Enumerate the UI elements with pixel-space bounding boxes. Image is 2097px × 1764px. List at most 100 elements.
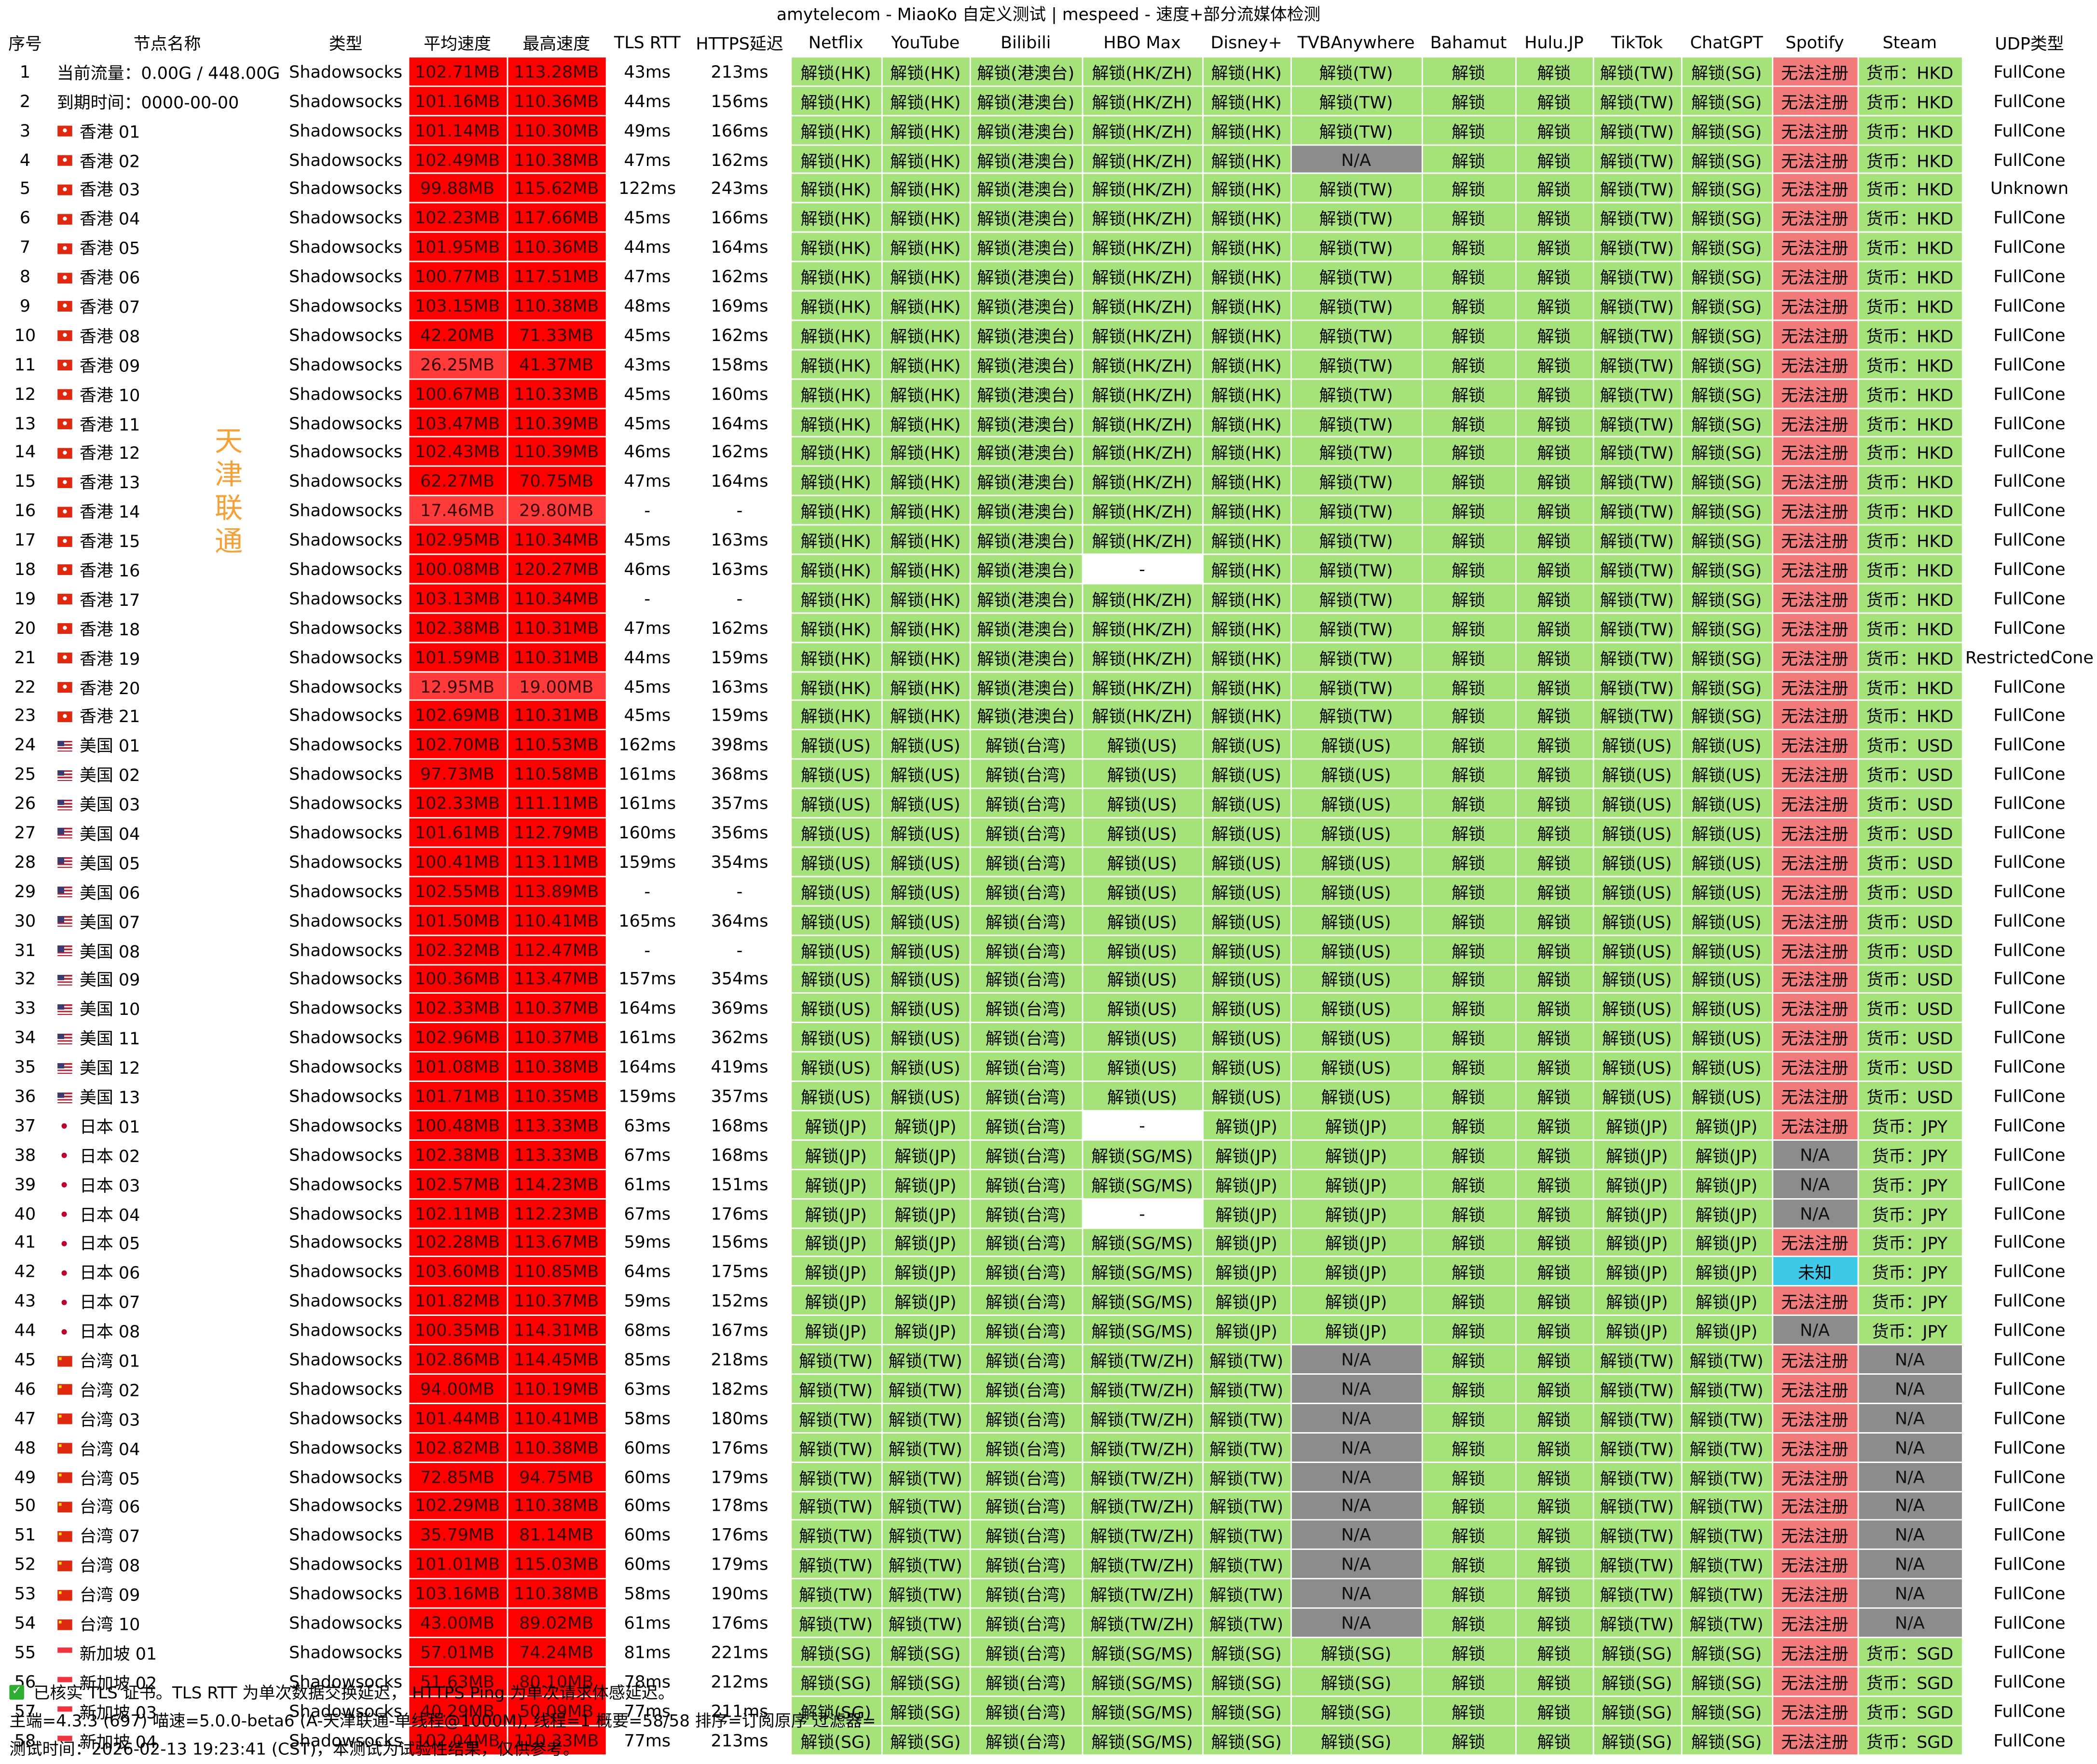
cell-udp: FullCone [1961, 1228, 2097, 1258]
cell-name: 日本 07 [51, 1286, 285, 1316]
report-footer: ✓ 已核实 TLS 证书。TLS RTT 为单次数据交换延迟， HTTPS Pin… [0, 1680, 2097, 1764]
cell-chatgpt: 解锁(TW) [1681, 1549, 1773, 1580]
cell-tiktok: 解锁(TW) [1592, 1579, 1682, 1609]
flag-tw-icon [56, 1355, 72, 1366]
cell-tiktok: 解锁(JP) [1592, 1315, 1682, 1346]
node-name: 美国 02 [79, 765, 140, 785]
cell-disney: 解锁(JP) [1202, 1198, 1291, 1229]
cell-https: 167ms [688, 1315, 791, 1346]
cell-bahamut: 解锁 [1421, 1491, 1516, 1521]
cell-type: Shadowsocks [283, 525, 409, 555]
cell-type: Shadowsocks [283, 349, 409, 380]
cell-hbo: - [1082, 1198, 1203, 1229]
node-name: 香港 02 [79, 150, 140, 171]
cell-name: 新加坡 02 [51, 1667, 285, 1697]
cell-name: 美国 06 [51, 876, 285, 906]
node-name: 日本 08 [79, 1321, 140, 1341]
flag-us-icon [56, 1092, 72, 1103]
cell-https: 419ms [688, 1052, 791, 1082]
cell-bahamut: 解锁 [1421, 993, 1516, 1024]
cell-spotify: 无法注册 [1772, 1374, 1859, 1404]
cell-udp: FullCone [1961, 818, 2097, 848]
flag-jp-icon [56, 1326, 72, 1337]
cell-name: 美国 08 [51, 935, 285, 965]
cell-hulu: 解锁 [1515, 818, 1594, 848]
cell-hulu: 解锁 [1515, 1198, 1594, 1229]
node-name: 香港 14 [79, 502, 140, 522]
cell-name: 日本 02 [51, 1139, 285, 1170]
cell-hbo: 解锁(HK/ZH) [1082, 56, 1203, 87]
cell-hulu: 解锁 [1515, 1637, 1594, 1668]
cell-hulu: 解锁 [1515, 320, 1594, 350]
cell-spotify: 无法注册 [1772, 1081, 1859, 1111]
cell-netflix: 解锁(US) [790, 1052, 882, 1082]
cell-steam: 货币：USD [1857, 818, 1963, 848]
cell-udp: FullCone [1961, 437, 2097, 467]
cell-tiktok: 解锁(TW) [1592, 466, 1682, 497]
cell-type: Shadowsocks [283, 144, 409, 175]
cell-hbo: 解锁(SG/MS) [1082, 1257, 1203, 1287]
cell-udp: FullCone [1961, 1667, 2097, 1697]
cell-tiktok: 解锁(US) [1592, 1023, 1682, 1053]
node-name: 新加坡 02 [79, 1672, 157, 1693]
cell-netflix: 解锁(SG) [790, 1725, 882, 1755]
cell-no: 55 [0, 1637, 52, 1668]
cell-bilibili: 解锁(台湾) [969, 1257, 1083, 1287]
cell-youtube: 解锁(JP) [881, 1257, 971, 1287]
cell-steam: 货币：HKD [1857, 320, 1963, 350]
cell-max: 50.09MB [507, 1696, 607, 1726]
cell-name: 香港 17 [51, 583, 285, 614]
cell-max: 110.58MB [507, 759, 607, 790]
cell-steam: 货币：USD [1857, 935, 1963, 965]
node-name: 到期时间：0000-00-00 [56, 92, 239, 112]
cell-tls: 85ms [605, 1344, 690, 1375]
cell-bilibili: 解锁(台湾) [969, 993, 1083, 1024]
cell-no: 37 [0, 1110, 52, 1141]
cell-type: Shadowsocks [283, 1462, 409, 1492]
cell-chatgpt: 解锁(TW) [1681, 1579, 1773, 1609]
cell-max: 110.41MB [507, 905, 607, 936]
flag-jp-icon [56, 1267, 72, 1278]
node-name: 香港 17 [79, 589, 140, 610]
cell-tvb: 解锁(TW) [1290, 320, 1423, 350]
cell-chatgpt: 解锁(TW) [1681, 1403, 1773, 1434]
cell-max: 19.00MB [507, 671, 607, 702]
cell-tvb: N/A [1290, 1344, 1423, 1375]
cell-avg: 102.96MB [408, 1023, 508, 1053]
cell-tiktok: 解锁(US) [1592, 876, 1682, 906]
cell-netflix: 解锁(HK) [790, 466, 882, 497]
cell-chatgpt: 解锁(TW) [1681, 1344, 1773, 1375]
cell-avg: 102.57MB [408, 1169, 508, 1199]
cell-no: 6 [0, 203, 52, 233]
cell-tls: 60ms [605, 1549, 690, 1580]
cell-tiktok: 解锁(TW) [1592, 700, 1682, 731]
cell-hulu: 解锁 [1515, 203, 1594, 233]
cell-hbo: 解锁(TW/ZH) [1082, 1432, 1203, 1463]
cell-chatgpt: 解锁(JP) [1681, 1169, 1773, 1199]
cell-steam: 货币：USD [1857, 905, 1963, 936]
cell-https: 156ms [688, 86, 791, 116]
table-row: 36 美国 13 Shadowsocks 101.71MB 110.35MB 159ms 3… [0, 1081, 2097, 1111]
cell-udp: FullCone [1961, 1637, 2097, 1668]
cell-hbo: 解锁(TW/ZH) [1082, 1579, 1203, 1609]
cell-hbo: 解锁(US) [1082, 1081, 1203, 1111]
cell-udp: FullCone [1961, 905, 2097, 936]
cell-tvb: 解锁(US) [1290, 730, 1423, 760]
column-header: Disney+ [1202, 28, 1291, 57]
cell-chatgpt: 解锁(US) [1681, 1052, 1773, 1082]
cell-no: 29 [0, 876, 52, 906]
cell-name: 台湾 08 [51, 1549, 285, 1580]
cell-steam: 货币：JPY [1857, 1169, 1963, 1199]
cell-youtube: 解锁(HK) [881, 408, 971, 438]
cell-disney: 解锁(TW) [1202, 1491, 1291, 1521]
cell-no: 14 [0, 437, 52, 467]
cell-max: 114.31MB [507, 1315, 607, 1346]
cell-tls: - [605, 495, 690, 526]
cell-disney: 解锁(HK) [1202, 349, 1291, 380]
cell-steam: N/A [1857, 1462, 1963, 1492]
cell-https: 164ms [688, 466, 791, 497]
cell-steam: 货币：HKD [1857, 408, 1963, 438]
cell-spotify: 无法注册 [1772, 1462, 1859, 1492]
cell-avg: 102.38MB [408, 613, 508, 643]
cell-bilibili: 解锁(台湾) [969, 1491, 1083, 1521]
